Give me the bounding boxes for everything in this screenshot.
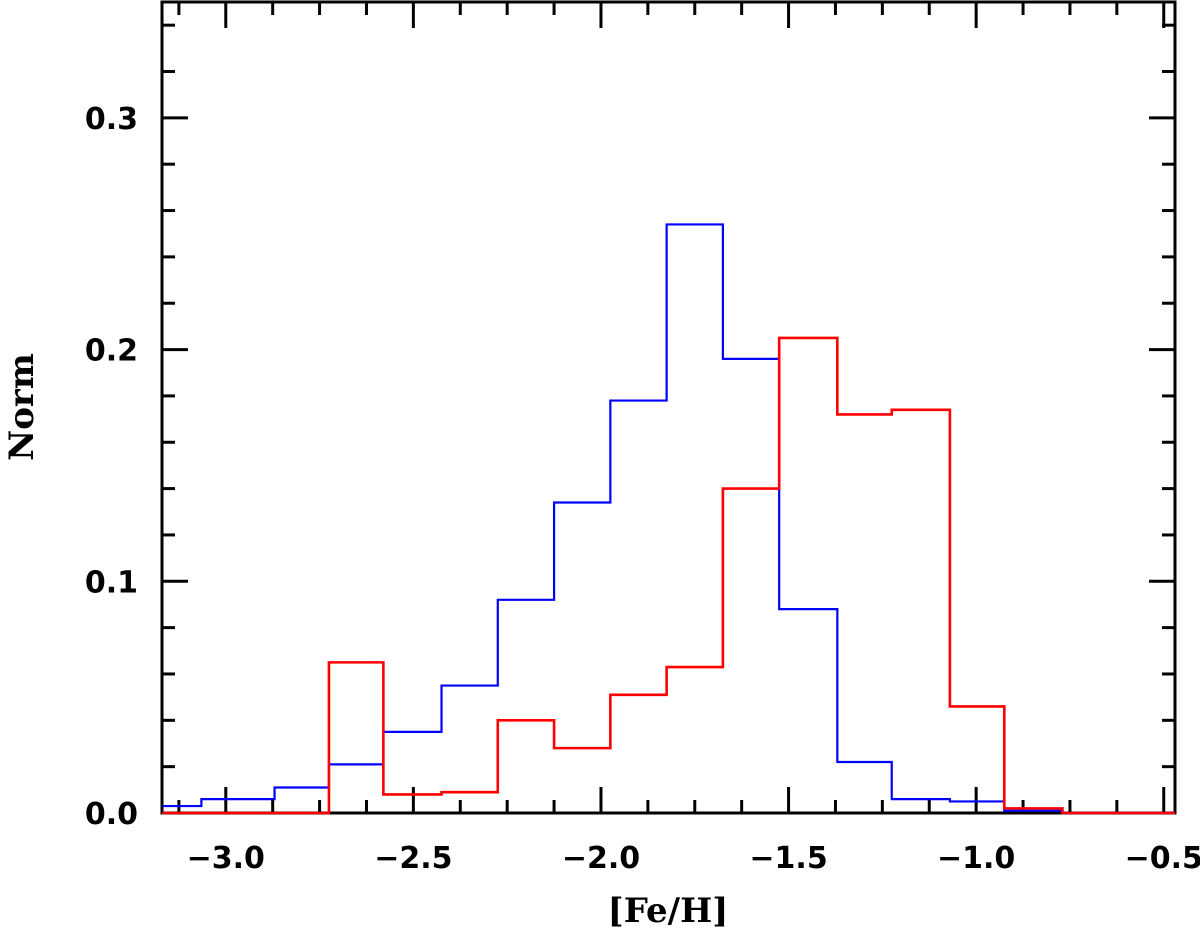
x-tick-label: −1.0 (937, 841, 1015, 876)
y-tick-label: 0.3 (85, 102, 138, 137)
blue-histogram-series (162, 223, 1175, 815)
x-tick-label: −2.0 (562, 841, 640, 876)
x-tick-label: −2.5 (374, 841, 452, 876)
axis-ticks (162, 2, 1175, 815)
red-histogram-series (162, 336, 1175, 815)
x-tick-label: −0.5 (1125, 841, 1200, 876)
y-tick-label: 0.0 (85, 797, 138, 832)
plot-frame (160, 0, 1177, 815)
x-tick-labels: −3.0 −2.5 −2.0 −1.5 −1.0 −0.5 (187, 841, 1200, 876)
y-tick-label: 0.2 (85, 334, 138, 369)
x-axis-title: [Fe/H] (608, 891, 729, 931)
x-tick-label: −1.5 (749, 841, 827, 876)
y-tick-labels: 0.0 0.1 0.2 0.3 (85, 102, 138, 832)
series-layer (162, 223, 1175, 815)
x-tick-label: −3.0 (187, 841, 265, 876)
y-axis-title: Norm (2, 353, 42, 461)
y-tick-label: 0.1 (85, 565, 138, 600)
